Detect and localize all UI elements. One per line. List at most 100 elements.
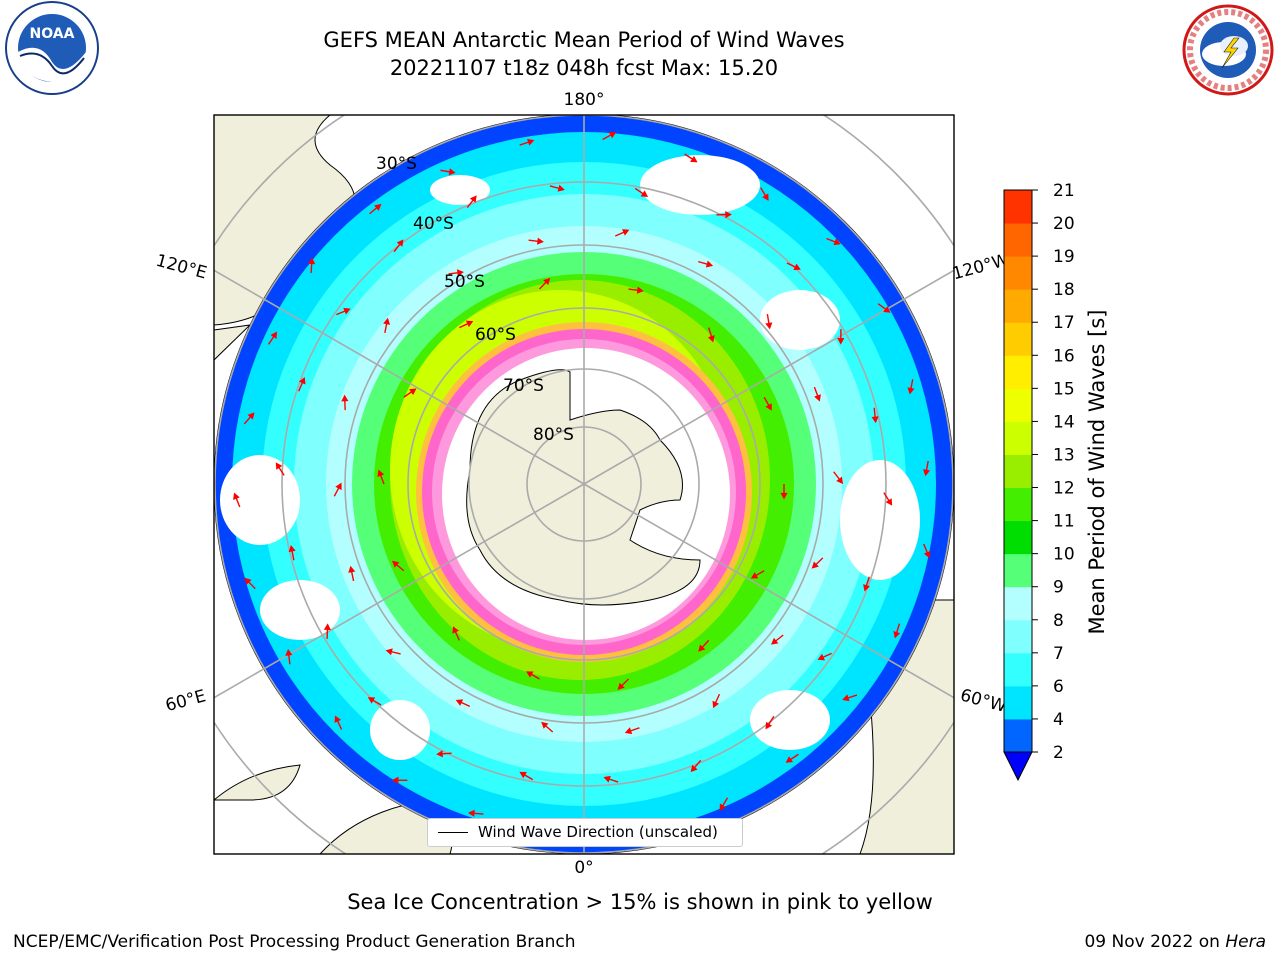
lon-label-0: 0° [574, 858, 593, 878]
footer-date-text: 09 Nov 2022 on [1084, 932, 1226, 952]
wind-wave-arrowhead [452, 626, 459, 634]
colorbar-segment [1004, 322, 1032, 356]
wind-wave-arrowhead [275, 462, 283, 470]
wind-wave-arrowhead [770, 637, 779, 645]
colorbar-tick-label: 7 [1053, 644, 1064, 664]
colorbar-segment [1004, 256, 1032, 290]
legend-line-swatch [438, 832, 468, 833]
wind-wave-arrowhead [793, 263, 801, 271]
wind-wave-arrowhead [640, 190, 649, 198]
wind-wave-arrowhead [814, 394, 821, 402]
wind-wave-arrowhead [608, 131, 617, 139]
colorbar-segment [1004, 586, 1032, 621]
colorbar-tick-label: 4 [1053, 710, 1064, 730]
wind-wave-arrowhead [603, 775, 611, 783]
wind-wave-arrowhead [409, 388, 417, 396]
wind-wave-arrowhead [335, 482, 342, 491]
colorbar-tick-label: 8 [1053, 611, 1064, 631]
colorbar: 2 4 6 7 8 9 10 11 12 13 14 15 16 17 18 19 20 21 [1003, 181, 1075, 782]
wind-wave-arrowhead [617, 682, 625, 690]
lat-label-70s: 70°S [503, 376, 544, 396]
wind-wave-arrowhead [270, 331, 278, 339]
colorbar-segment [1004, 355, 1032, 389]
wind-wave-arrowhead [624, 727, 633, 735]
lat-label-50s: 50°S [444, 272, 485, 292]
colorbar-segment [1004, 190, 1032, 224]
wind-wave-arrowhead [719, 803, 727, 811]
colorbar-tick-label: 14 [1053, 412, 1075, 432]
wind-wave-arrowhead [436, 750, 443, 758]
colorbar-tick-label: 19 [1053, 247, 1075, 267]
lat-label-40s: 40°S [413, 214, 454, 234]
colorbar-segment [1004, 421, 1032, 455]
colorbar-segment [1004, 388, 1032, 422]
sea-ice-note: Sea Ice Concentration > 15% is shown in … [347, 890, 933, 914]
colorbar-tick-label: 13 [1053, 445, 1075, 465]
wind-wave-arrowhead [526, 671, 534, 678]
colorbar-segment [1004, 487, 1032, 522]
map-legend: Wind Wave Direction (unscaled) [427, 818, 743, 847]
wind-wave-arrowhead [385, 648, 393, 656]
colorbar-tick-label: 21 [1053, 181, 1075, 201]
colorbar-tick-label: 6 [1053, 677, 1064, 697]
wind-wave-arrowhead [527, 138, 535, 146]
map-frame [213, 114, 955, 855]
wind-wave-arrowhead [762, 193, 769, 201]
noaa-logo-icon: NOAA [5, 1, 99, 95]
wind-wave-arrowhead [391, 776, 399, 784]
wind-wave-arrowhead [323, 623, 331, 631]
wind-wave-arrowhead [923, 469, 931, 477]
wind-wave-arrowhead [348, 565, 356, 573]
colorbar-segment [1004, 619, 1032, 654]
wind-wave-arrowhead [334, 715, 342, 723]
nws-logo-icon [1182, 4, 1274, 96]
wind-wave-arrowhead [885, 498, 893, 506]
colorbar-segment [1004, 685, 1032, 720]
wind-wave-arrowhead [383, 317, 391, 325]
wind-wave-arrowhead [377, 469, 385, 477]
wind-wave-arrowhead [285, 648, 293, 656]
colorbar-tick-label: 16 [1053, 346, 1075, 366]
colorbar-tick-label: 12 [1053, 479, 1075, 499]
wind-wave-arrowhead [837, 338, 845, 345]
colorbar-frame [1003, 189, 1033, 753]
wind-wave-arrowhead [465, 320, 474, 328]
wind-wave-arrowhead [636, 286, 644, 294]
colorbar-segment [1004, 553, 1032, 588]
wind-wave-arrowhead [298, 377, 306, 385]
wind-wave-arrowhead [836, 476, 844, 485]
colorbar-tick-label: 17 [1053, 313, 1075, 333]
noaa-logo-text: NOAA [30, 26, 75, 42]
lat-label-80s: 80°S [533, 425, 574, 445]
colorbar-tick-label: 10 [1053, 545, 1075, 565]
wind-wave-arrowhead [519, 771, 527, 779]
wind-wave-arrowhead [448, 168, 456, 176]
wind-wave-arrowhead [842, 694, 850, 702]
lon-label-60w: 60°W [958, 685, 1009, 717]
wind-wave-arrowhead [765, 403, 772, 411]
wind-wave-arrowhead [811, 561, 819, 569]
colorbar-segment [1004, 718, 1032, 753]
colorbar-tick-label: 20 [1053, 214, 1075, 234]
wind-wave-arrowhead [341, 394, 349, 402]
wind-wave-arrowhead [343, 307, 351, 315]
graticule [214, 115, 954, 854]
colorbar-tick-label: 15 [1053, 379, 1075, 399]
chart-title: GEFS MEAN Antarctic Mean Period of Wind … [323, 28, 845, 52]
wind-wave-arrowhead [469, 195, 477, 203]
wind-wave-arrowhead [690, 764, 698, 773]
wind-wave-arrowhead [308, 257, 316, 265]
wind-wave-arrowhead [543, 277, 551, 286]
wind-wave-arrowhead [288, 545, 296, 553]
wind-wave-arrowhead [817, 653, 825, 661]
legend-label: Wind Wave Direction (unscaled) [478, 823, 718, 841]
chart-subtitle-run: 20221107 t18z 048h fcst Max: 15.20 [389, 56, 779, 80]
colorbar-segment [1004, 520, 1032, 555]
wind-wave-arrowhead [707, 335, 715, 343]
wind-wave-arrowhead [907, 387, 915, 395]
lat-label-30s: 30°S [376, 154, 417, 174]
wind-wave-arrowhead [233, 492, 240, 501]
lon-label-120w: 120°W [950, 250, 1011, 284]
footer-credit: NCEP/EMC/Verification Post Processing Pr… [13, 932, 576, 952]
